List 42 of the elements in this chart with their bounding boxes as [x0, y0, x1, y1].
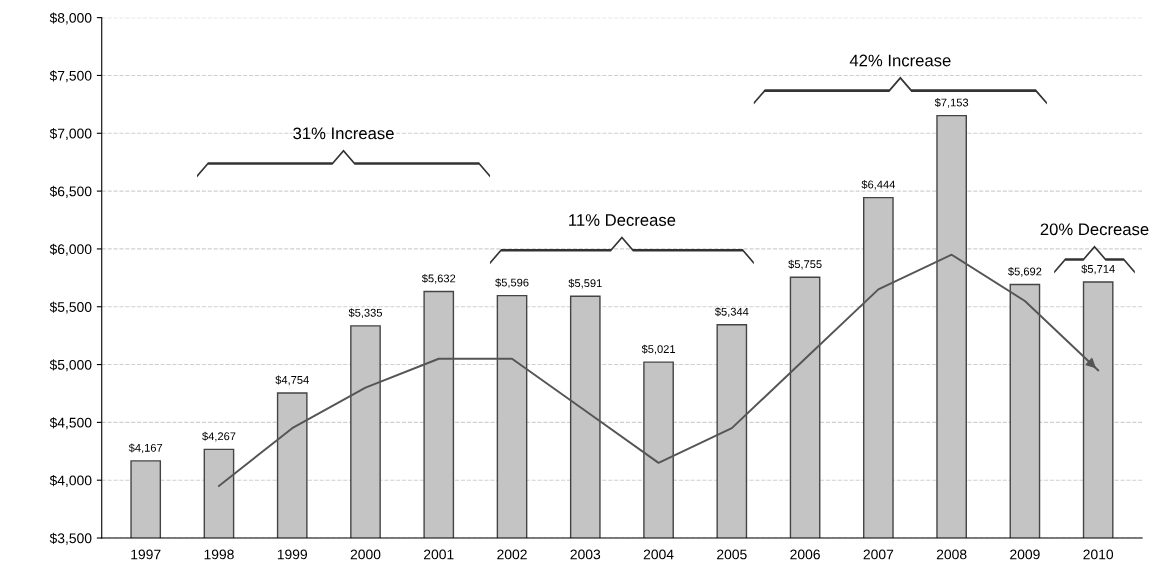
data-label: $5,692 [1008, 267, 1042, 277]
data-label: $5,344 [714, 307, 749, 317]
data-label: $5,335 [348, 308, 383, 318]
annotation: 20% Decrease [1040, 223, 1149, 236]
annotation: 42% Increase [849, 54, 951, 67]
data-label: $4,267 [202, 431, 236, 442]
data-label: $5,714 [1081, 264, 1115, 275]
y-tick-label: $4,500 [49, 417, 92, 430]
y-tick-label: $8,000 [49, 12, 92, 25]
x-tick-label: 1997 [131, 549, 161, 560]
data-label: $5,632 [421, 274, 456, 284]
y-tick-label: $3,500 [49, 532, 92, 545]
x-tick-label: 2010 [1083, 549, 1114, 560]
data-label: $5,591 [568, 278, 602, 289]
x-tick-label: 2003 [570, 549, 601, 560]
data-label: $5,596 [495, 278, 529, 288]
data-label: $7,153 [934, 98, 969, 108]
data-label: $5,755 [788, 259, 822, 270]
annotation: 31% Increase [293, 127, 394, 140]
y-tick-label: $7,000 [49, 128, 92, 141]
y-tick-label: $4,000 [49, 474, 92, 488]
data-label: $4,754 [275, 375, 309, 386]
x-tick-label: 2009 [1010, 549, 1040, 560]
data-label: $6,444 [861, 180, 896, 190]
y-tick-label: $5,500 [49, 301, 92, 314]
x-tick-label: 2001 [424, 549, 454, 560]
x-tick-label: 1998 [204, 549, 234, 560]
x-tick-label: 2006 [790, 549, 820, 560]
x-tick-label: 2000 [350, 549, 381, 560]
y-tick-label: $5,000 [49, 359, 92, 372]
x-tick-label: 2005 [717, 549, 747, 560]
y-tick-label: $7,500 [49, 70, 92, 83]
x-tick-label: 2004 [643, 549, 674, 560]
data-label: $4,167 [128, 443, 163, 454]
y-tick-label: $6,000 [49, 243, 92, 256]
y-tick-label: $6,500 [49, 185, 92, 198]
x-tick-label: 2008 [936, 549, 967, 560]
data-label: $5,021 [641, 344, 676, 355]
x-tick-label: 1999 [277, 549, 308, 560]
x-tick-label: 2007 [863, 549, 894, 560]
x-tick-label: 2002 [497, 549, 527, 560]
annotation: 11% Decrease [569, 214, 676, 226]
